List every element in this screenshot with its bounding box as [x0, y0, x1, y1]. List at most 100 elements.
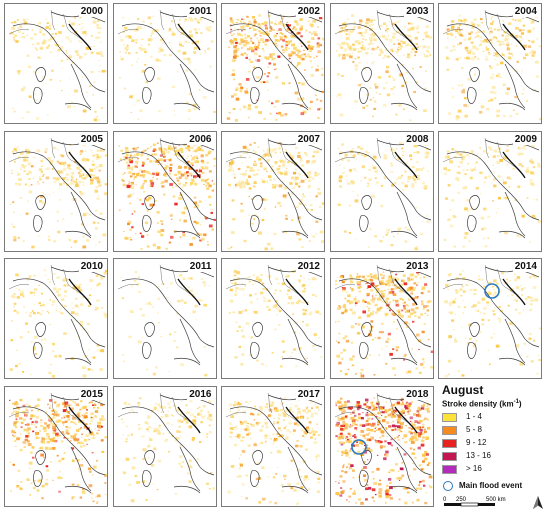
- flood-label: Main flood event: [459, 481, 522, 490]
- scale-tick-500: 500 km: [486, 497, 506, 503]
- year-label: 2003: [404, 6, 430, 17]
- dalmatian-coast: [178, 24, 200, 50]
- legend-swatch: [442, 439, 457, 448]
- stroke-density-cells: [335, 397, 432, 505]
- flood-ring-icon: [443, 481, 453, 491]
- flood-event-marker: [485, 284, 499, 298]
- dalmatian-coast: [69, 279, 91, 305]
- legend-class-1: 1 - 4: [442, 413, 542, 423]
- map-panel-2001: 2001: [113, 3, 217, 124]
- map-panel-2018: 2018: [330, 386, 434, 507]
- year-label: 2006: [187, 134, 213, 145]
- year-label: 2002: [296, 6, 322, 17]
- dalmatian-coast: [69, 24, 91, 50]
- legend-label: 5 - 8: [466, 425, 482, 434]
- lightning-density-map: [439, 259, 542, 379]
- lightning-density-map: [331, 259, 434, 379]
- legend-swatch: [442, 452, 457, 461]
- stroke-density-cells: [335, 271, 434, 378]
- country-borders: [443, 138, 517, 168]
- lightning-density-map: [5, 259, 108, 379]
- stroke-density-cells: [336, 14, 432, 121]
- stroke-density-cells: [443, 145, 541, 248]
- legend-subtitle: Stroke density (km-1): [442, 399, 522, 409]
- coastline: [122, 140, 214, 238]
- legend-swatch: [442, 413, 457, 422]
- scale-segment-dark: [444, 503, 461, 506]
- dalmatian-coast: [286, 24, 308, 50]
- map-panel-2002: 2002: [221, 3, 325, 124]
- dalmatian-coast: [178, 407, 200, 433]
- year-label: 2000: [79, 6, 105, 17]
- map-panel-2016: 2016: [113, 386, 217, 507]
- lightning-density-map: [114, 132, 217, 252]
- scale-bar: 0 250 500 km: [442, 495, 522, 509]
- lightning-density-map: [5, 387, 108, 507]
- stroke-density-cells: [337, 142, 429, 250]
- lightning-density-map: [5, 132, 108, 252]
- dalmatian-coast: [395, 152, 417, 178]
- legend-label: 13 - 16: [466, 451, 491, 460]
- legend-label: 9 - 12: [466, 438, 486, 447]
- year-label: 2012: [296, 261, 322, 272]
- legend-label: 1 - 4: [466, 412, 482, 421]
- lightning-density-map: [331, 4, 434, 124]
- map-panel-2017: 2017: [221, 386, 325, 507]
- lightning-density-map: [439, 4, 542, 124]
- lightning-density-map: [5, 4, 108, 124]
- lightning-density-map: [114, 4, 217, 124]
- year-label: 2005: [79, 134, 105, 145]
- coastline: [230, 267, 322, 365]
- legend: August Stroke density (km-1) 1 - 4 5 - 8…: [442, 383, 548, 510]
- map-panel-2003: 2003: [330, 3, 434, 124]
- year-label: 2018: [404, 389, 430, 400]
- lightning-density-map: [439, 132, 542, 252]
- scale-tick-0: 0: [443, 497, 447, 503]
- stroke-density-cells: [445, 15, 542, 121]
- stroke-density-cells: [10, 17, 106, 122]
- coastline: [122, 12, 214, 110]
- legend-swatch: [442, 465, 457, 474]
- map-panel-2013: 2013: [330, 258, 434, 379]
- coastline: [447, 12, 539, 110]
- year-label: 2016: [187, 389, 213, 400]
- map-panel-2014: 2014: [438, 258, 542, 379]
- lightning-density-map: [222, 4, 325, 124]
- year-label: 2010: [79, 261, 105, 272]
- stroke-density-cells: [10, 143, 108, 248]
- year-label: 2011: [188, 261, 214, 272]
- dalmatian-coast: [286, 152, 308, 178]
- stroke-density-cells: [120, 271, 211, 376]
- stroke-density-cells: [227, 14, 325, 121]
- map-panel-2006: 2006: [113, 131, 217, 252]
- lightning-density-map: [114, 387, 217, 507]
- legend-class-2: 5 - 8: [442, 426, 542, 436]
- legend-swatch: [442, 426, 457, 435]
- legend-label: > 16: [466, 464, 482, 473]
- year-label: 2017: [296, 389, 322, 400]
- stroke-density-cells: [228, 142, 325, 250]
- stroke-density-cells: [227, 397, 320, 505]
- stroke-density-cells: [119, 16, 216, 120]
- stroke-density-cells: [118, 142, 216, 249]
- legend-class-4: 13 - 16: [442, 452, 542, 462]
- map-panel-2009: 2009: [438, 131, 542, 252]
- legend-class-3: 9 - 12: [442, 439, 542, 449]
- year-label: 2009: [513, 134, 539, 145]
- map-panel-2012: 2012: [221, 258, 325, 379]
- legend-class-5: > 16: [442, 465, 542, 475]
- map-panel-2007: 2007: [221, 131, 325, 252]
- dalmatian-coast: [503, 279, 525, 305]
- map-panel-2000: 2000: [4, 3, 108, 124]
- coastline: [13, 140, 105, 238]
- lightning-density-map: [331, 132, 434, 252]
- map-panel-2008: 2008: [330, 131, 434, 252]
- year-label: 2013: [404, 261, 430, 272]
- lightning-density-map: [222, 387, 325, 507]
- north-arrow-icon: [532, 496, 544, 509]
- map-panel-2015: 2015: [4, 386, 108, 507]
- lightning-density-map: [222, 132, 325, 252]
- legend-flood-event: Main flood event: [442, 481, 548, 493]
- lightning-density-map: [222, 259, 325, 379]
- scale-tick-250: 250: [456, 497, 467, 503]
